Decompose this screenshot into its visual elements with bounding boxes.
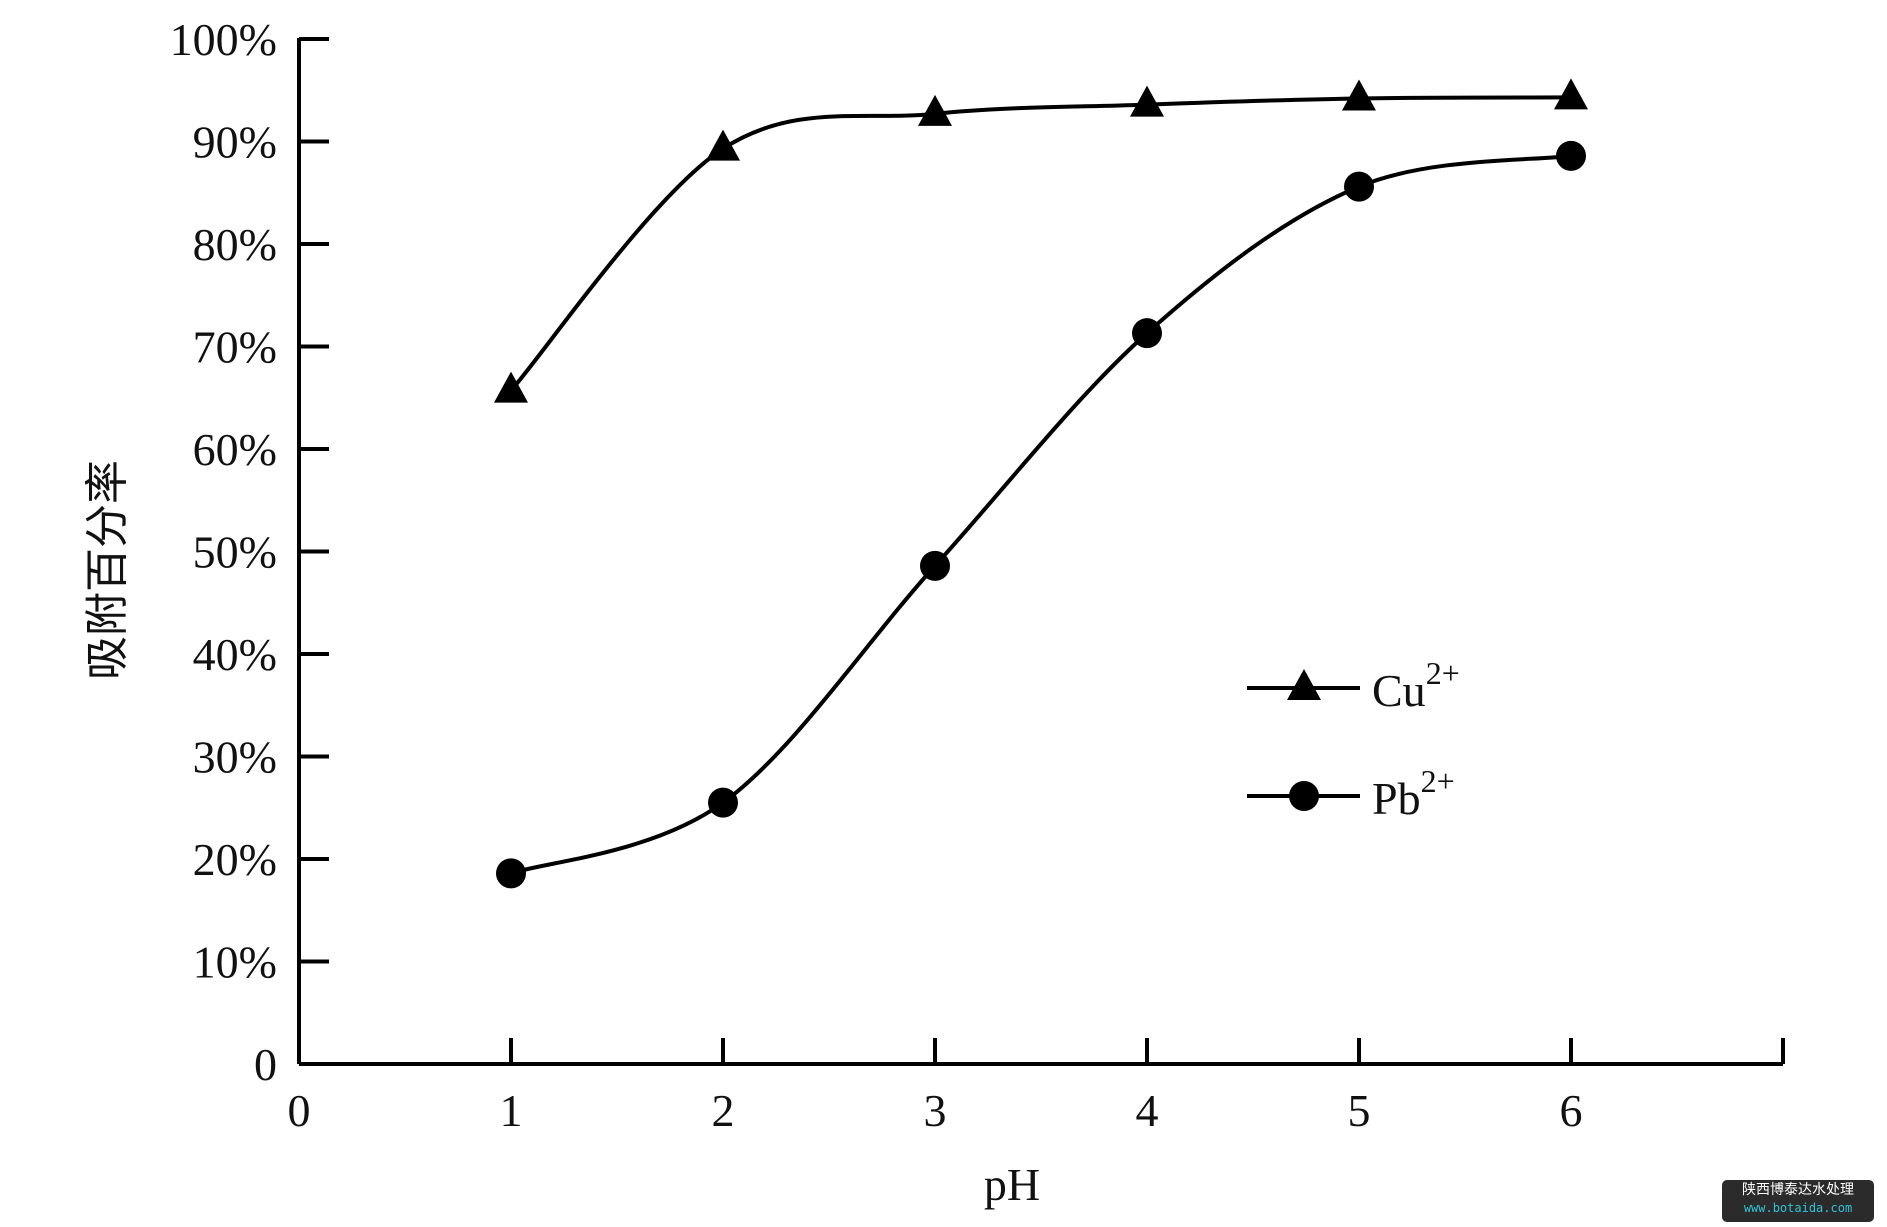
legend-item-pb: Pb2+ (1247, 763, 1455, 824)
y-tick-label: 70% (193, 322, 277, 373)
legend-label-cu: Cu2+ (1372, 655, 1460, 716)
watermark-line2: www.botaida.com (1743, 1201, 1853, 1215)
y-tick-label: 50% (193, 527, 277, 578)
data-point-cu (706, 129, 740, 161)
x-tick-label: 6 (1560, 1085, 1583, 1136)
y-tick-label: 10% (193, 937, 277, 988)
legend-superscript: 2+ (1426, 655, 1460, 691)
x-axis-label: pH (984, 1159, 1040, 1210)
y-tick-label: 100% (170, 14, 277, 65)
x-tick-label: 4 (1136, 1085, 1159, 1136)
watermark: 陕西博泰达水处理 www.botaida.com (1722, 1180, 1874, 1222)
y-tick-label: 30% (193, 732, 277, 783)
data-point-cu (918, 94, 952, 126)
x-tick-label: 0 (288, 1085, 311, 1136)
legend-superscript: 2+ (1421, 763, 1455, 799)
y-axis-label: 吸附百分率 (82, 460, 133, 680)
data-point-pb (920, 550, 950, 581)
series-line-pb (510, 153, 1572, 876)
data-point-cu (1342, 79, 1376, 111)
data-point-pb (1344, 171, 1374, 202)
data-point-pb (708, 787, 738, 818)
series (494, 78, 1588, 889)
legend: Cu2+ Pb2+ (1247, 655, 1460, 824)
y-tick-label: 90% (193, 117, 277, 168)
data-point-cu (494, 371, 528, 403)
series-cu (494, 78, 1588, 403)
series-pb (496, 140, 1586, 889)
data-point-pb (496, 858, 526, 889)
legend-marker-pb (1289, 781, 1319, 811)
legend-marker-cu (1287, 669, 1321, 700)
y-tick-label: 0 (254, 1039, 277, 1090)
x-tick-label: 1 (500, 1085, 523, 1136)
data-point-pb (1132, 318, 1162, 349)
watermark-line1: 陕西博泰达水处理 (1742, 1182, 1854, 1198)
axes (297, 37, 1785, 1066)
y-tick-label: 40% (193, 629, 277, 680)
series-line-cu (509, 95, 1572, 392)
y-tick-label: 20% (193, 834, 277, 885)
x-tick-label: 2 (712, 1085, 735, 1136)
data-point-cu (1554, 78, 1588, 110)
data-point-pb (1556, 140, 1586, 171)
y-tick-label: 80% (193, 219, 277, 270)
x-tick-label: 5 (1348, 1085, 1371, 1136)
x-tick-label: 3 (924, 1085, 947, 1136)
legend-label-pb: Pb2+ (1372, 763, 1455, 824)
legend-item-cu: Cu2+ (1247, 655, 1460, 716)
y-tick-label: 60% (193, 424, 277, 475)
tick-labels: 0 1 2 3 4 5 6 0 10% 20% 30% 40% 50% 60% 70% 80% 90% 100% (170, 14, 1583, 1136)
data-point-cu (1130, 85, 1164, 117)
